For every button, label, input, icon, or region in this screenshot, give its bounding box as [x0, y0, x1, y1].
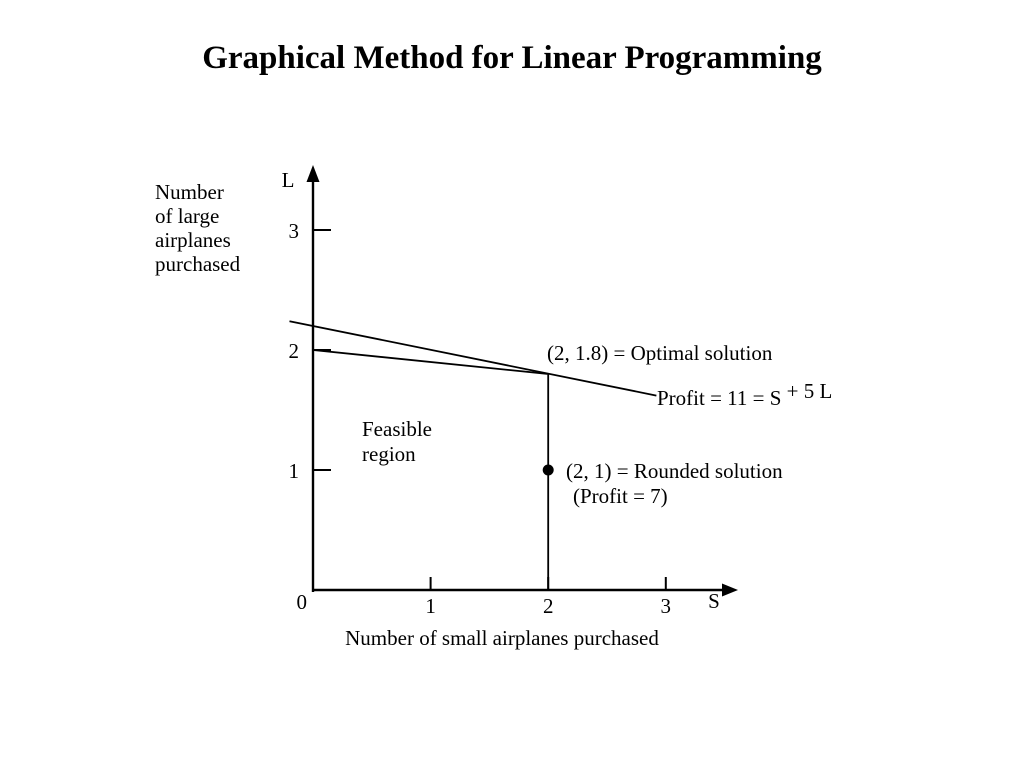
x-tick-label: 1 [425, 594, 436, 618]
rounded-solution-label: (2, 1) = Rounded solution [566, 459, 783, 483]
y-axis-arrow-icon [306, 165, 320, 182]
x-axis-symbol: S [708, 589, 720, 613]
y-tick-label: 2 [289, 339, 300, 363]
x-axis-arrow-icon [722, 583, 738, 597]
y-tick-label: 1 [289, 459, 300, 483]
x-tick-label: 3 [661, 594, 672, 618]
rounded-solution-profit-label: (Profit = 7) [573, 484, 668, 508]
profit-line-label-main: Profit = 11 = S [657, 386, 787, 410]
feasible-region-label-line: region [362, 442, 416, 466]
profit-line-label-raised: + 5 L [787, 379, 833, 403]
x-tick-label: 2 [543, 594, 554, 618]
y-axis-caption-line: airplanes [155, 228, 231, 252]
profit-line-label: Profit = 11 = S + 5 L [657, 379, 832, 410]
y-axis-caption-line: of large [155, 204, 219, 228]
slide-title: Graphical Method for Linear Programming [202, 40, 822, 76]
rounded-point-dot [542, 464, 554, 476]
y-tick-label: 3 [289, 219, 300, 243]
y-axis-symbol: L [282, 168, 295, 192]
y-axis-caption-line: purchased [155, 252, 241, 276]
profit-line [289, 320, 657, 397]
feasible-region [312, 349, 550, 591]
x-axis-caption: Number of small airplanes purchased [345, 626, 659, 650]
optimal-solution-label: (2, 1.8) = Optimal solution [547, 341, 773, 365]
feasible-region-label-line: Feasible [362, 417, 432, 441]
origin-label: 0 [297, 590, 308, 614]
y-axis-caption-line: Number [155, 180, 224, 204]
